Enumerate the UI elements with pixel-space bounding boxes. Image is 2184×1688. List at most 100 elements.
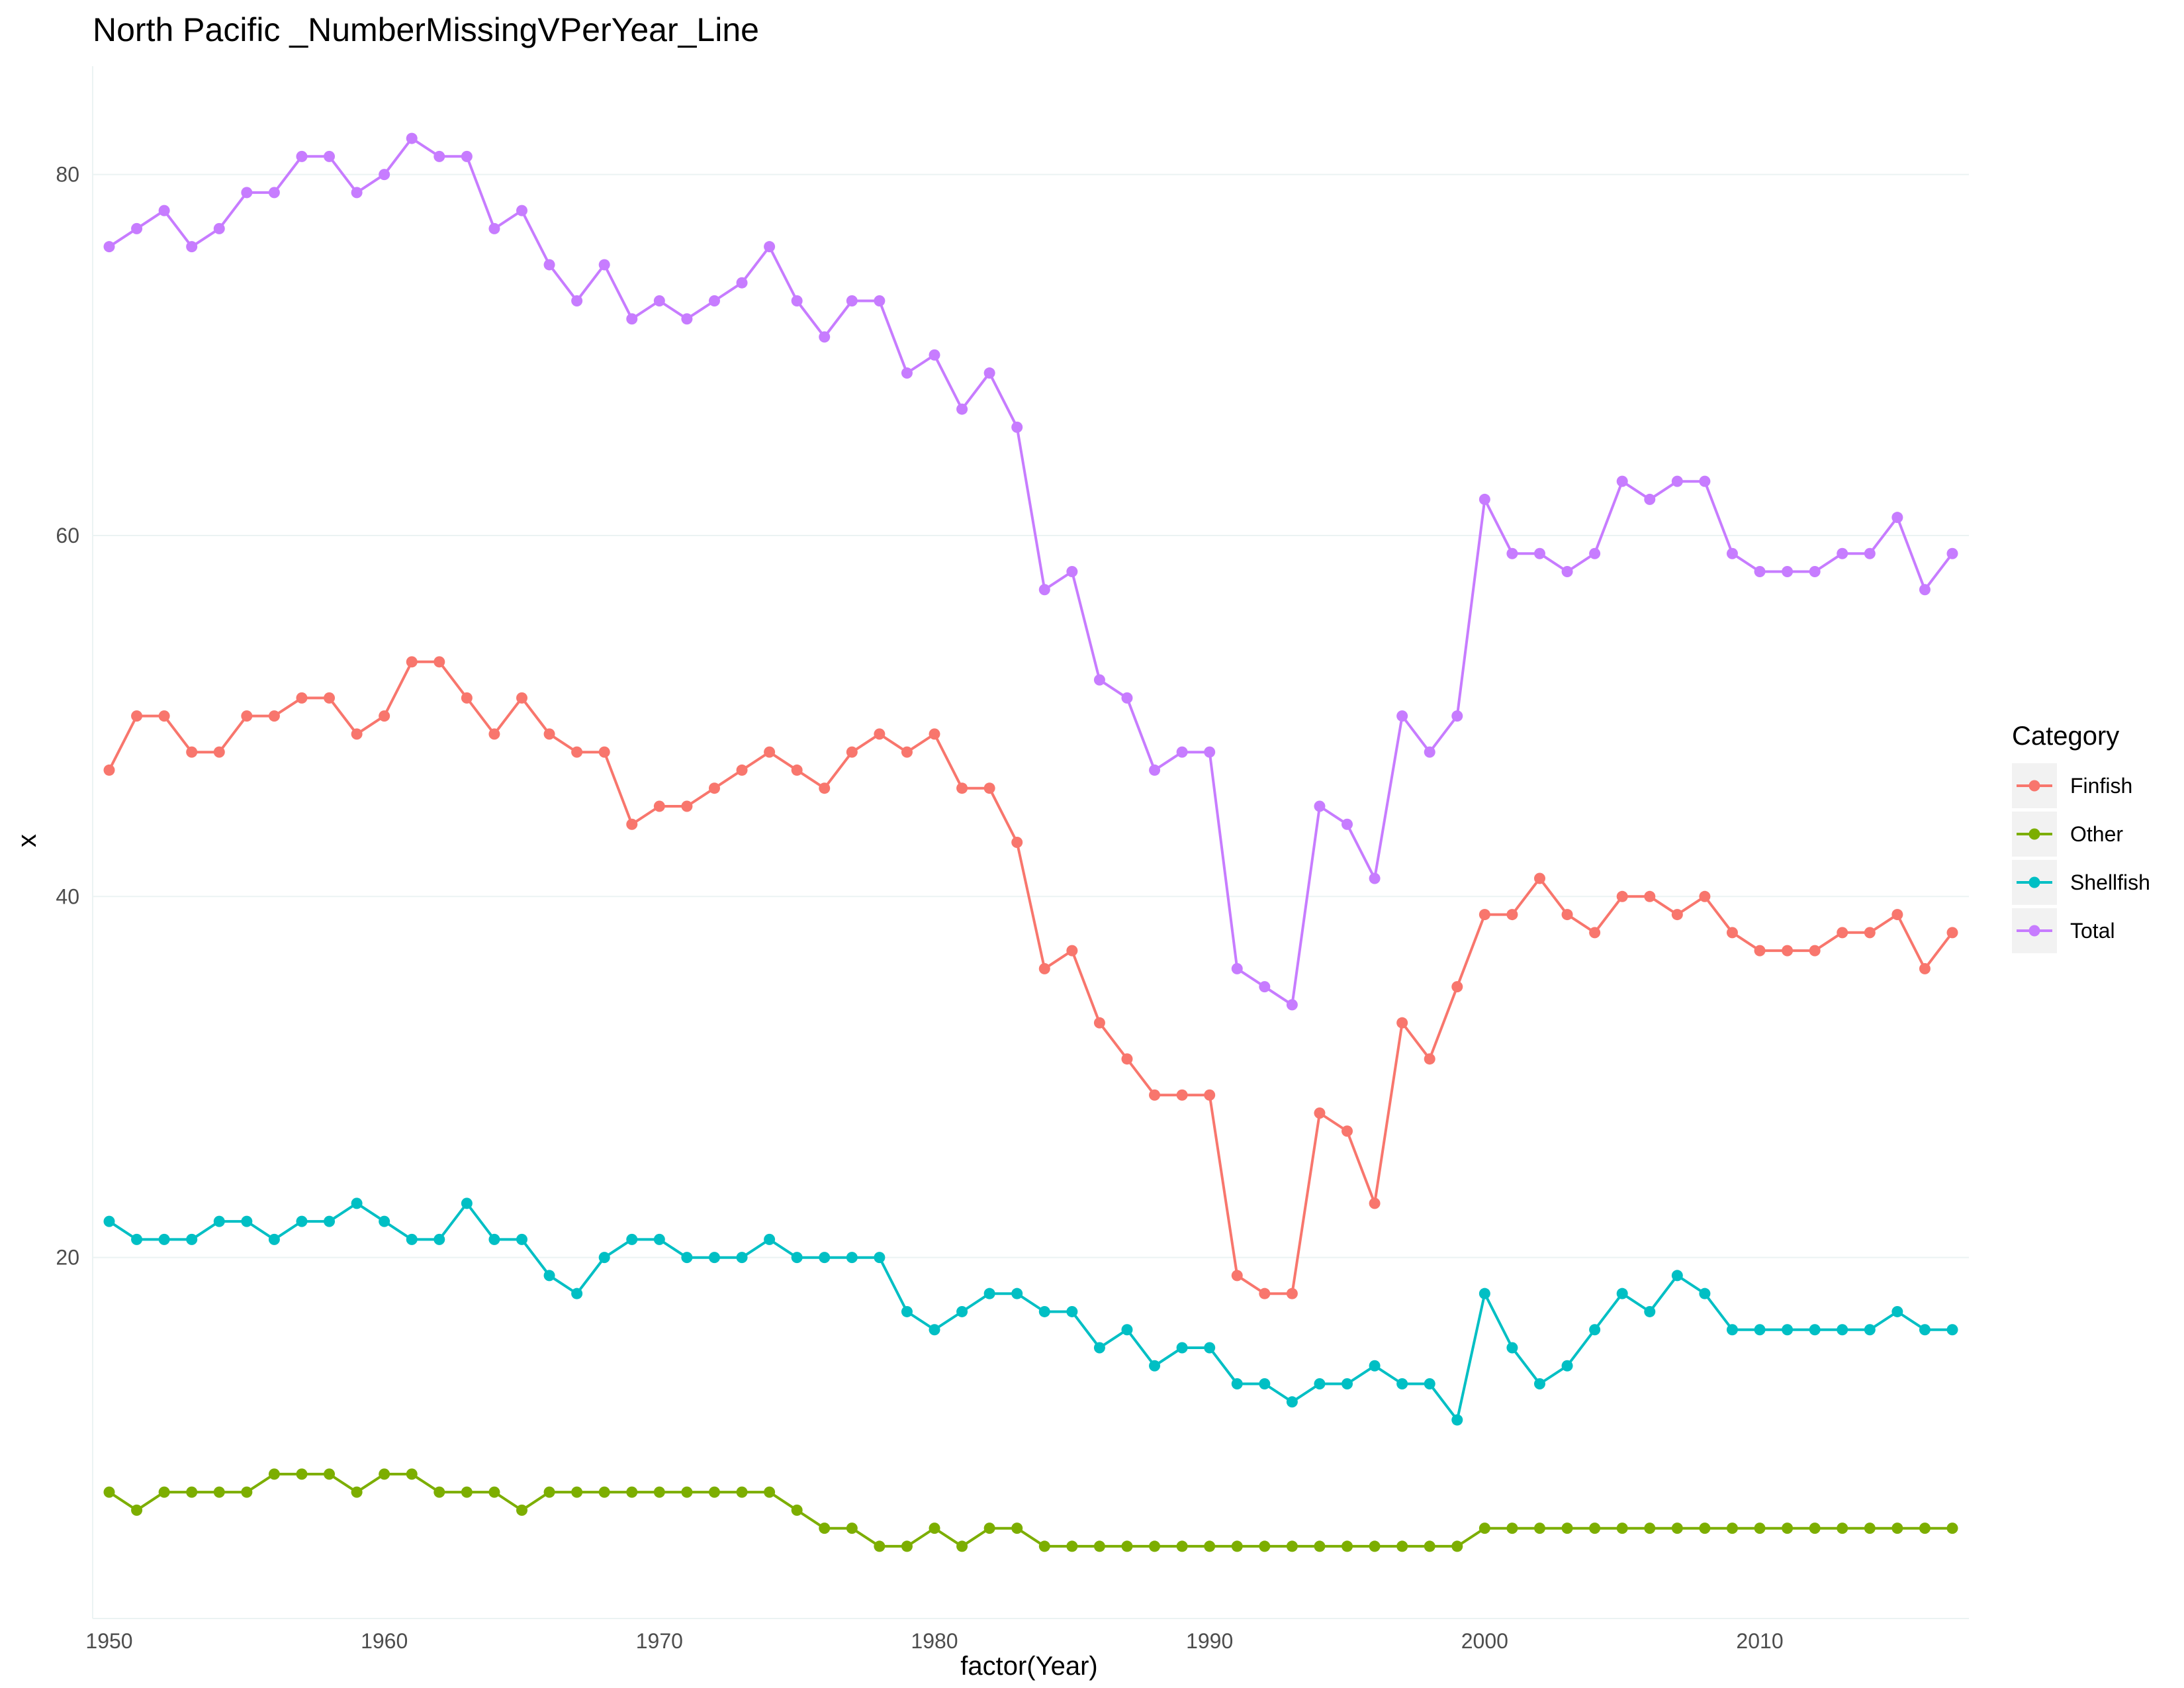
data-point-finfish: [1204, 1089, 1216, 1101]
data-point-shellfish: [1149, 1360, 1161, 1372]
x-tick-label: 2000: [1461, 1629, 1508, 1653]
data-point-shellfish: [1011, 1288, 1023, 1299]
data-point-total: [1231, 962, 1243, 974]
data-point-total: [213, 222, 225, 234]
data-point-other: [1231, 1540, 1243, 1552]
data-point-shellfish: [1616, 1288, 1628, 1299]
data-point-total: [708, 295, 720, 306]
data-point-total: [1369, 872, 1381, 884]
data-point-other: [1369, 1540, 1381, 1552]
data-point-other: [1314, 1540, 1326, 1552]
data-point-shellfish: [1589, 1324, 1601, 1336]
data-point-shellfish: [598, 1252, 610, 1264]
data-point-other: [1809, 1523, 1821, 1534]
data-point-total: [929, 349, 940, 361]
data-point-other: [268, 1468, 280, 1480]
data-point-shellfish: [983, 1288, 995, 1299]
data-point-finfish: [1451, 981, 1463, 993]
data-point-total: [626, 313, 638, 325]
data-point-finfish: [874, 728, 886, 740]
data-point-finfish: [1589, 927, 1601, 939]
data-point-other: [1561, 1523, 1573, 1534]
data-point-other: [213, 1486, 225, 1498]
data-point-shellfish: [1259, 1378, 1271, 1390]
data-point-other: [1176, 1540, 1188, 1552]
data-point-total: [1038, 584, 1050, 596]
data-point-total: [158, 205, 170, 216]
data-point-shellfish: [1396, 1378, 1408, 1390]
data-point-other: [379, 1468, 390, 1480]
data-point-finfish: [433, 656, 445, 668]
y-tick-label: 40: [56, 884, 79, 908]
legend-label-shellfish: Shellfish: [2070, 870, 2150, 894]
data-point-shellfish: [406, 1233, 418, 1245]
legend-key-point-other: [2028, 828, 2040, 840]
data-point-total: [1204, 746, 1216, 758]
x-tick-label: 1990: [1186, 1629, 1233, 1653]
data-point-shellfish: [1231, 1378, 1243, 1390]
data-point-other: [186, 1486, 198, 1498]
data-point-finfish: [681, 800, 693, 812]
data-point-finfish: [1809, 945, 1821, 957]
data-point-shellfish: [681, 1252, 693, 1264]
data-point-total: [1644, 493, 1656, 505]
data-point-other: [791, 1504, 803, 1516]
data-point-total: [1259, 981, 1271, 993]
data-point-finfish: [764, 746, 776, 758]
data-point-other: [736, 1486, 748, 1498]
x-axis-ticks: 1950 1960 1970 1980 1990 2000 2010: [85, 1629, 1783, 1653]
data-point-finfish: [1176, 1089, 1188, 1101]
data-point-finfish: [1479, 909, 1490, 921]
data-point-other: [1644, 1523, 1656, 1534]
data-point-other: [1424, 1540, 1435, 1552]
data-point-finfish: [158, 710, 170, 722]
data-point-total: [433, 150, 445, 162]
data-point-other: [956, 1540, 968, 1552]
data-point-total: [1121, 692, 1133, 704]
data-point-finfish: [1644, 890, 1656, 902]
y-tick-label: 80: [56, 163, 79, 187]
legend-key-point-shellfish: [2028, 876, 2040, 888]
data-point-other: [1011, 1523, 1023, 1534]
data-point-total: [1149, 764, 1161, 776]
data-point-finfish: [653, 800, 665, 812]
data-point-total: [406, 132, 418, 144]
data-point-finfish: [1066, 945, 1078, 957]
data-point-finfish: [516, 692, 528, 704]
data-point-total: [1479, 493, 1490, 505]
data-point-finfish: [1754, 945, 1766, 957]
data-point-shellfish: [791, 1252, 803, 1264]
data-point-shellfish: [929, 1324, 940, 1336]
series-points: [103, 132, 1958, 1552]
data-point-shellfish: [324, 1215, 336, 1227]
data-point-other: [1699, 1523, 1711, 1534]
data-point-finfish: [626, 818, 638, 830]
data-point-total: [901, 367, 913, 379]
data-point-shellfish: [543, 1270, 555, 1282]
data-point-other: [598, 1486, 610, 1498]
data-point-finfish: [1782, 945, 1794, 957]
data-point-total: [268, 187, 280, 199]
x-axis-title: factor(Year): [960, 1652, 1098, 1681]
data-point-finfish: [929, 728, 940, 740]
data-point-finfish: [268, 710, 280, 722]
data-point-finfish: [956, 782, 968, 794]
data-point-shellfish: [708, 1252, 720, 1264]
data-point-total: [1286, 999, 1298, 1011]
y-tick-label: 60: [56, 524, 79, 547]
data-point-other: [1754, 1523, 1766, 1534]
data-point-total: [1396, 710, 1408, 722]
data-point-other: [543, 1486, 555, 1498]
data-point-other: [626, 1486, 638, 1498]
data-point-other: [1038, 1540, 1050, 1552]
chart-title: North Pacific _NumberMissingVPerYear_Lin…: [93, 11, 759, 48]
data-point-finfish: [1369, 1197, 1381, 1209]
data-point-total: [598, 259, 610, 271]
data-point-finfish: [1314, 1107, 1326, 1119]
data-point-finfish: [791, 764, 803, 776]
data-point-shellfish: [874, 1252, 886, 1264]
data-point-finfish: [1837, 927, 1848, 939]
x-tick-label: 1980: [911, 1629, 958, 1653]
